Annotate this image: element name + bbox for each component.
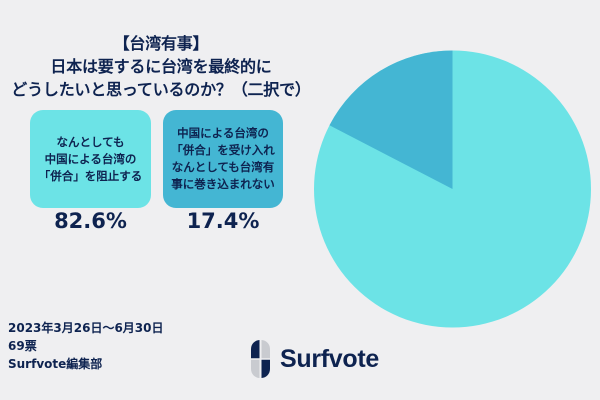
option-2-line-1: 中国による台湾の — [177, 126, 269, 140]
title-line-1: 【台湾有事】 — [113, 34, 209, 53]
option-2-percent: 17.4% — [186, 209, 260, 233]
option-1-percent: 82.6% — [54, 209, 127, 233]
option-1-line-2: 中国による台湾の — [44, 151, 137, 166]
surfvote-logo: Surfvote — [251, 340, 379, 378]
option-1-line-1: なんとしても — [56, 134, 125, 149]
title-line-2: 日本は要するに台湾を最終的に — [50, 57, 272, 76]
vote-count: 69票 — [8, 339, 37, 353]
option-box-accept-annexation: 中国による台湾の 「併合」を受け入れ なんとしても台湾有 事に巻き込まれない — [163, 110, 283, 208]
option-2-line-2: 「併合」を受け入れ — [171, 143, 275, 157]
poll-title: 【台湾有事】 日本は要するに台湾を最終的に どうしたいと思っているのか？（二択で… — [0, 32, 322, 101]
option-box-block-annexation: なんとしても 中国による台湾の 「併合」を阻止する — [30, 110, 151, 208]
option-1-line-3: 「併合」を阻止する — [38, 168, 143, 183]
editor-credit: Surfvote編集部 — [8, 357, 103, 371]
pie-slice-accept-annexation — [329, 50, 453, 189]
logo-wordmark: Surfvote — [280, 345, 380, 373]
title-line-3: どうしたいと思っているのか？（二択で） — [11, 80, 311, 99]
surfvote-logo-icon — [251, 340, 270, 378]
poll-footer: 2023年3月26日〜6月30日 69票 Surfvote編集部 — [8, 319, 164, 373]
option-2-line-4: 事に巻き込まれない — [171, 177, 275, 191]
poll-period: 2023年3月26日〜6月30日 — [8, 321, 164, 335]
option-2-line-3: なんとしても台湾有 — [171, 160, 275, 174]
